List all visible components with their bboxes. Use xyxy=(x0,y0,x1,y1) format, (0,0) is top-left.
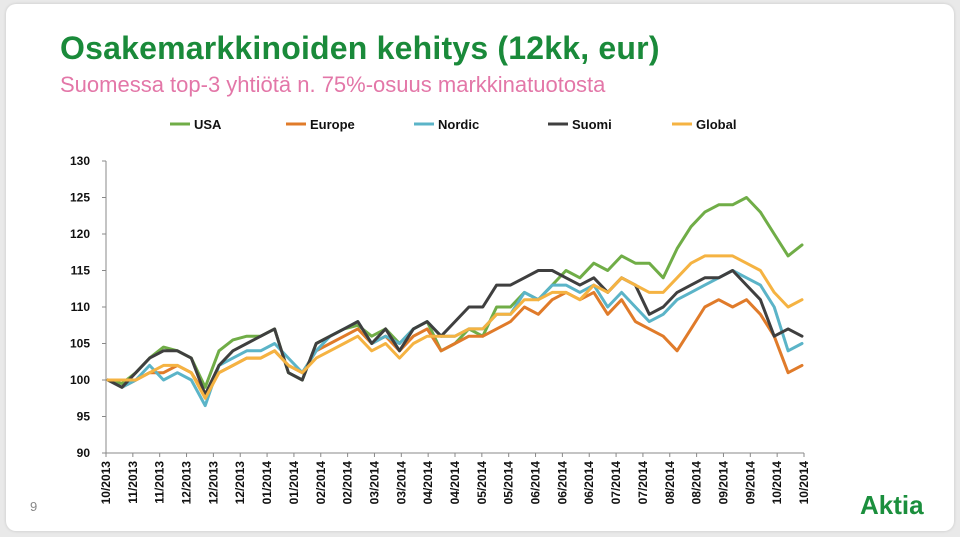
slide-title: Osakemarkkinoiden kehitys (12kk, eur) xyxy=(60,30,660,66)
y-tick-label: 115 xyxy=(71,264,91,278)
x-tick-label: 02/2014 xyxy=(314,461,328,505)
y-tick-label: 95 xyxy=(77,410,91,424)
slide xyxy=(6,4,954,531)
legend-label-europe: Europe xyxy=(310,117,355,132)
series-line-global xyxy=(106,254,804,400)
x-tick-label: 10/2013 xyxy=(99,461,113,505)
x-tick-label: 06/2014 xyxy=(582,461,596,505)
y-tick-label: 105 xyxy=(70,337,90,351)
x-tick-label: 02/2014 xyxy=(341,461,355,505)
x-tick-label: 03/2014 xyxy=(367,461,381,505)
x-tick-label: 11/2013 xyxy=(153,461,167,504)
x-tick-label: 09/2014 xyxy=(716,461,730,505)
x-axis: 10/2013 11/2013 11/2013 12/2013 12/2013 12/20… xyxy=(99,452,811,505)
x-tick-label: 01/2014 xyxy=(287,461,301,505)
x-tick-label: 06/2014 xyxy=(529,461,543,505)
slide-subtitle: Suomessa top-3 yhtiötä n. 75%-osuus mark… xyxy=(60,72,606,97)
y-axis: 90 95 100 105 110 115 120 125 130 xyxy=(70,154,107,460)
x-tick-label: 07/2014 xyxy=(636,461,650,505)
x-tick-label: 07/2014 xyxy=(609,461,623,505)
x-tick-label: 01/2014 xyxy=(260,461,274,505)
y-tick-label: 100 xyxy=(70,373,90,387)
series-line-usa xyxy=(106,196,804,389)
page-number: 9 xyxy=(30,499,38,514)
x-tick-label: 10/2014 xyxy=(770,461,784,505)
x-tick-label: 09/2014 xyxy=(743,461,757,505)
y-tick-label: 110 xyxy=(71,300,91,314)
x-tick-label: 04/2014 xyxy=(421,461,435,505)
legend-label-global: Global xyxy=(696,117,736,132)
x-tick-label: 12/2013 xyxy=(206,461,220,505)
legend-label-usa: USA xyxy=(194,117,222,132)
chart-legend: USA Europe Nordic Suomi Global xyxy=(170,117,736,132)
aktia-logo: Aktia xyxy=(860,490,924,520)
y-tick-label: 125 xyxy=(70,191,90,205)
x-tick-label: 11/2013 xyxy=(126,461,140,504)
series-lines xyxy=(106,196,804,408)
x-tick-label: 03/2014 xyxy=(394,461,408,505)
y-tick-label: 90 xyxy=(77,446,91,460)
x-tick-label: 06/2014 xyxy=(555,461,569,505)
x-tick-label: 12/2013 xyxy=(180,461,194,505)
x-tick-label: 05/2014 xyxy=(502,461,516,505)
y-tick-label: 120 xyxy=(70,227,90,241)
x-tick-label: 08/2014 xyxy=(663,461,677,505)
x-tick-label: 10/2014 xyxy=(797,461,811,505)
legend-label-suomi: Suomi xyxy=(572,117,612,132)
legend-label-nordic: Nordic xyxy=(438,117,479,132)
y-tick-label: 130 xyxy=(70,154,90,168)
x-tick-label: 12/2013 xyxy=(233,461,247,505)
x-tick-label: 04/2014 xyxy=(448,461,462,505)
x-tick-label: 05/2014 xyxy=(475,461,489,505)
x-tick-label: 08/2014 xyxy=(690,461,704,505)
series-line-suomi xyxy=(106,269,804,397)
